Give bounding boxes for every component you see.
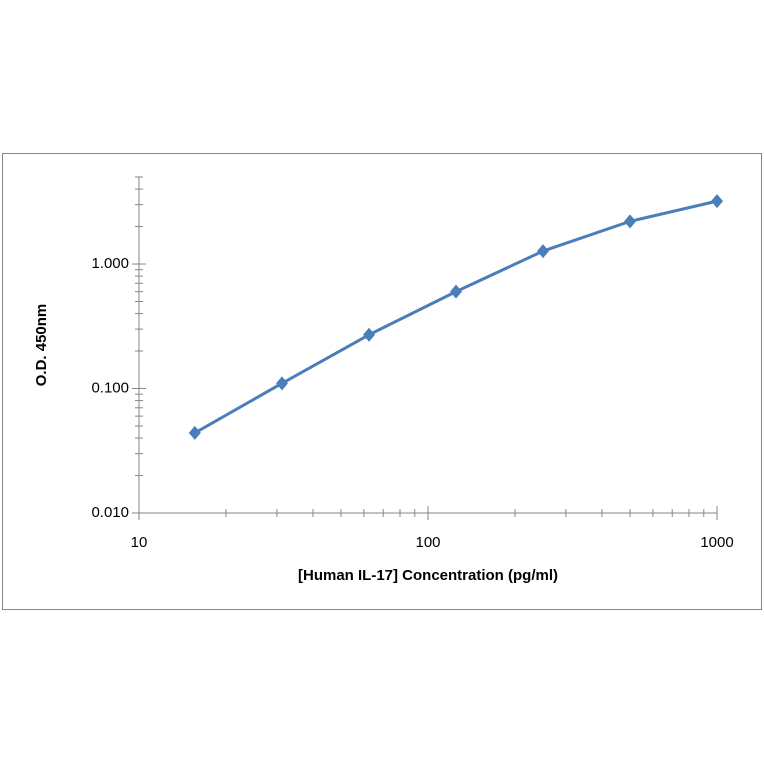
y-tick-label: 1.000: [91, 255, 129, 272]
y-axis-label: O.D. 450nm: [33, 304, 50, 387]
y-tick-label: 0.010: [91, 504, 129, 521]
y-tick-label: 0.100: [91, 379, 129, 396]
data-point: [537, 244, 550, 259]
data-point: [188, 425, 201, 440]
data-point: [276, 376, 289, 391]
chart-frame: [2, 153, 762, 610]
x-tick-label: 1000: [700, 534, 733, 551]
data-point: [450, 284, 463, 299]
x-tick-label: 100: [415, 534, 440, 551]
x-tick-label: 10: [131, 534, 148, 551]
data-point: [711, 194, 723, 209]
data-point: [363, 327, 376, 342]
x-axis-label: [Human IL-17] Concentration (pg/ml): [298, 567, 558, 584]
data-point: [624, 214, 637, 229]
